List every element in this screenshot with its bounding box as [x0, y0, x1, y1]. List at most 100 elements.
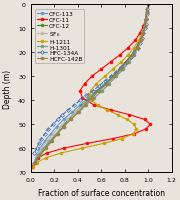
H-1211: [120, 61, 122, 64]
HFC-134A: [57, 119, 59, 121]
HCFC-142B: [140, 40, 142, 42]
SF$_6$: [99, 90, 101, 92]
CFC-113: [44, 140, 46, 142]
Line: CFC-113: CFC-113: [33, 4, 150, 164]
HCFC-142B: [106, 83, 108, 85]
H-1301: [140, 40, 142, 42]
HFC-134A: [143, 28, 146, 30]
CFC-11: [109, 61, 112, 64]
CFC-11: [112, 138, 114, 140]
CFC-113: [131, 54, 133, 57]
CFC-113: [79, 104, 81, 107]
Line: SF$_6$: SF$_6$: [35, 4, 150, 157]
HCFC-142B: [113, 76, 115, 78]
HCFC-142B: [91, 97, 93, 100]
HFC-134A: [36, 147, 38, 150]
SF$_6$: [140, 40, 142, 42]
CFC-11: [62, 147, 65, 150]
CFC-113: [125, 61, 127, 64]
H-1301: [37, 154, 39, 157]
H-1211: [127, 54, 129, 57]
CFC-11: [139, 33, 141, 35]
H-1211: [145, 19, 147, 21]
H-1211: [97, 104, 99, 107]
CFC-113: [62, 119, 65, 121]
CFC-113: [143, 26, 146, 28]
SF$_6$: [66, 119, 68, 121]
HCFC-142B: [136, 47, 139, 50]
CFC-113: [39, 147, 41, 150]
SF$_6$: [36, 154, 38, 157]
CFC-11: [86, 142, 88, 145]
SF$_6$: [40, 147, 42, 150]
SF$_6$: [145, 19, 147, 21]
CFC-12: [67, 119, 69, 121]
SF$_6$: [121, 69, 123, 71]
HFC-134A: [136, 47, 139, 50]
SF$_6$: [147, 4, 149, 7]
CFC-11: [133, 133, 135, 135]
H-1301: [122, 69, 125, 71]
H-1301: [133, 54, 135, 57]
CFC-113: [135, 47, 138, 50]
H-1301: [93, 97, 95, 100]
H-1301: [142, 33, 145, 35]
H-1211: [133, 123, 135, 126]
CFC-12: [119, 69, 121, 71]
CFC-12: [34, 162, 37, 164]
CFC-113: [55, 126, 58, 128]
HFC-134A: [40, 138, 42, 140]
CFC-12: [147, 4, 149, 7]
CFC-12: [145, 19, 147, 21]
HCFC-142B: [98, 90, 100, 92]
H-1301: [43, 147, 45, 150]
HFC-134A: [125, 61, 127, 64]
H-1301: [48, 140, 51, 142]
CFC-11: [109, 109, 112, 111]
H-1211: [106, 109, 108, 111]
SF$_6$: [132, 54, 134, 57]
H-1211: [102, 142, 105, 145]
CFC-11: [145, 128, 147, 131]
SF$_6$: [127, 61, 129, 64]
CFC-12: [139, 40, 141, 42]
X-axis label: Fraction of surface concentration: Fraction of surface concentration: [38, 188, 165, 197]
H-1211: [141, 33, 143, 35]
HFC-134A: [67, 109, 69, 111]
CFC-12: [141, 33, 143, 35]
SF$_6$: [74, 111, 76, 114]
CFC-11: [81, 97, 84, 100]
SF$_6$: [52, 133, 54, 135]
H-1301: [145, 19, 147, 21]
CFC-12: [74, 111, 76, 114]
H-1301: [136, 47, 139, 50]
H-1301: [33, 162, 35, 164]
CFC-11: [146, 11, 148, 14]
H-1211: [138, 40, 140, 42]
HFC-134A: [145, 19, 147, 21]
H-1301: [62, 126, 65, 128]
CFC-12: [143, 26, 146, 28]
HFC-134A: [145, 23, 147, 26]
H-1211: [104, 76, 106, 78]
HFC-134A: [44, 133, 46, 135]
H-1301: [85, 104, 87, 107]
CFC-12: [44, 147, 46, 150]
HCFC-142B: [145, 19, 147, 21]
HFC-134A: [146, 14, 148, 16]
HFC-134A: [141, 38, 143, 40]
HFC-134A: [85, 95, 87, 97]
H-1211: [36, 162, 38, 164]
HCFC-142B: [147, 4, 149, 7]
HFC-134A: [61, 114, 64, 116]
CFC-12: [39, 154, 41, 157]
HFC-134A: [133, 52, 135, 54]
H-1211: [121, 138, 123, 140]
CFC-12: [89, 97, 92, 100]
CFC-11: [79, 90, 81, 92]
CFC-11: [84, 83, 86, 85]
H-1211: [89, 90, 92, 92]
CFC-11: [149, 123, 152, 126]
CFC-12: [97, 90, 99, 92]
CFC-11: [37, 157, 39, 159]
